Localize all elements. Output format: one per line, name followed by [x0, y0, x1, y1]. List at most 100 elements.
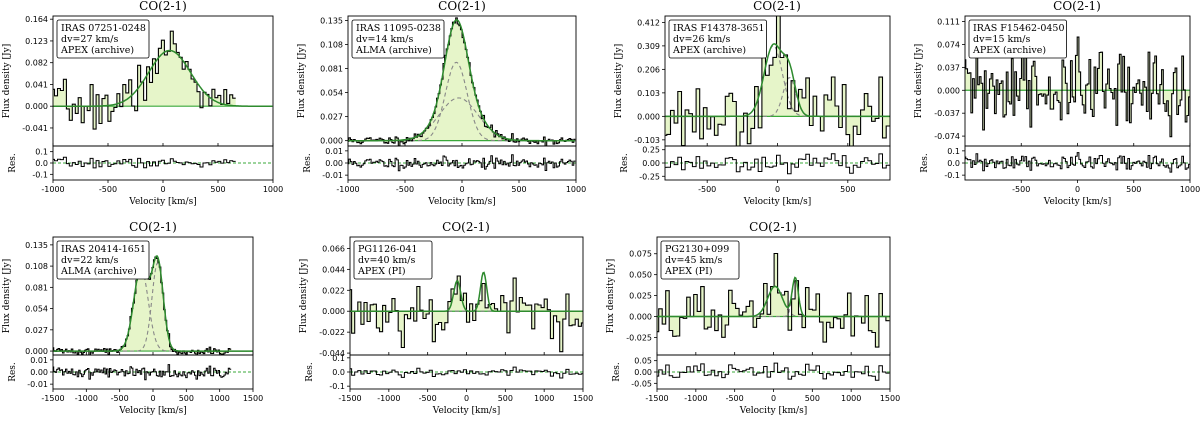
- y-tick-label: -0.025: [626, 333, 652, 342]
- fit-curve: [53, 49, 273, 107]
- y-tick-label: -0.074: [934, 132, 960, 141]
- y-axis-label: Flux density [Jy]: [299, 259, 309, 334]
- source-label-line: dv=26 km/s: [673, 34, 730, 45]
- x-tick-label: 0: [464, 394, 469, 403]
- residual-axis-label: Res.: [612, 362, 622, 382]
- residual-steps: [665, 153, 890, 175]
- res-tick-label: 0.1: [332, 354, 345, 363]
- x-tick-label: 500: [210, 185, 225, 194]
- panel-title: CO(2-1): [749, 220, 797, 234]
- source-label-line: dv=45 km/s: [665, 255, 722, 266]
- x-tick-label: 1000: [209, 394, 229, 403]
- residual-axis-label: Res.: [620, 153, 630, 173]
- y-tick-label: 0.054: [320, 89, 343, 98]
- y-axis-label: Flux density [Jy]: [297, 44, 307, 119]
- source-label-line: IRAS F14378-3651: [673, 23, 765, 34]
- x-tick-label: 1500: [880, 394, 900, 403]
- res-tick-label: 0.0: [947, 159, 960, 168]
- residual-steps: [657, 362, 890, 381]
- source-label-line: dv=14 km/s: [356, 34, 413, 45]
- spectrum-panel-1: -0.041 0.000 0.041 0.082 0.123 0.164 -0.1 0.0 0.…: [2, 0, 283, 207]
- spectrum-panel-6: -0.044 -0.022 0.000 0.022 0.044 0.066 -0.1 0.0 0…: [299, 220, 593, 416]
- source-label-line: IRAS F15462-0450: [973, 23, 1065, 34]
- fit-curve: [53, 255, 253, 352]
- y-tick-label: 0.074: [937, 40, 960, 49]
- y-tick-label: 0.027: [25, 326, 48, 335]
- residual-axis-label: Res.: [8, 153, 18, 173]
- y-tick-label: 0.037: [937, 63, 960, 72]
- panel-title: CO(2-1): [139, 0, 187, 13]
- source-label-line: IRAS 11095-0238: [356, 23, 441, 34]
- y-tick-label: 0.000: [320, 137, 343, 146]
- spectrum-fill: [348, 17, 576, 146]
- spectrum-fill: [665, 16, 890, 146]
- fit-curve: [350, 271, 583, 312]
- fit-curve: [348, 19, 576, 142]
- res-tick-label: -0.1: [944, 171, 960, 180]
- residual-axis-label: Res.: [303, 153, 313, 173]
- x-tick-label: -1500: [41, 394, 64, 403]
- x-axis-label: Velocity [km/s]: [743, 197, 811, 207]
- x-axis-label: Velocity [km/s]: [427, 197, 495, 207]
- res-tick-label: 0.01: [30, 356, 48, 365]
- y-tick-label: -0.103: [634, 136, 660, 145]
- y-tick-label: 0.066: [322, 244, 345, 253]
- source-label-line: dv=27 km/s: [61, 34, 118, 45]
- res-tick-label: 0.0: [35, 159, 48, 168]
- y-axis-label: Flux density [Jy]: [2, 259, 12, 334]
- y-tick-label: 0.103: [637, 89, 660, 98]
- res-tick-label: -0.1: [32, 170, 48, 179]
- res-tick-label: -0.25: [639, 172, 660, 181]
- residual-steps: [53, 364, 232, 381]
- x-tick-label: 1000: [534, 394, 554, 403]
- x-tick-label: 500: [1126, 185, 1141, 194]
- source-label-line: IRAS 07251-0248: [61, 23, 146, 34]
- spectrum-steps: [350, 275, 583, 353]
- source-label-line: IRAS 20414-1651: [61, 244, 146, 255]
- x-tick-label: -500: [396, 185, 414, 194]
- source-label-box: [351, 19, 445, 59]
- x-tick-label: -1000: [75, 394, 98, 403]
- x-tick-label: 1500: [243, 394, 263, 403]
- fit-curve: [657, 276, 890, 318]
- x-axis-label: Velocity [km/s]: [432, 406, 500, 416]
- res-tick-label: 0.0: [332, 368, 345, 377]
- y-tick-label: 0.000: [629, 313, 652, 322]
- source-label-line: APEX (archive): [672, 45, 746, 56]
- source-label-box: [353, 240, 433, 280]
- x-tick-label: -500: [99, 185, 117, 194]
- panel-title: CO(2-1): [1053, 0, 1101, 13]
- source-label-line: dv=15 km/s: [973, 34, 1030, 45]
- x-tick-label: 0: [150, 394, 155, 403]
- x-tick-label: 1000: [1180, 185, 1200, 194]
- residual-axis-label: Res.: [920, 153, 930, 173]
- y-axis-label: Flux density [Jy]: [606, 259, 616, 334]
- source-label-line: APEX (PI): [664, 266, 713, 277]
- spectrum-steps: [665, 16, 890, 146]
- x-tick-label: 0: [775, 185, 780, 194]
- residual-axis-label: Res.: [305, 362, 315, 382]
- residual-frame: [347, 145, 577, 181]
- res-tick-label: -0.1: [329, 382, 345, 391]
- residual-steps: [350, 366, 583, 379]
- y-tick-label: 0.044: [322, 265, 345, 274]
- res-tick-label: 0.05: [634, 357, 652, 366]
- y-tick-label: 0.135: [320, 16, 343, 25]
- x-tick-label: 0: [160, 185, 165, 194]
- source-label-line: dv=22 km/s: [61, 255, 118, 266]
- source-label-line: PG1126-041: [358, 244, 418, 255]
- x-tick-label: -1000: [41, 185, 64, 194]
- y-tick-label: 0.041: [25, 80, 48, 89]
- y-tick-label: 0.135: [25, 241, 48, 250]
- res-tick-label: 0.01: [325, 147, 343, 156]
- spectrum-panel-5: 0.0000.0270.0540.0810.1080.135-0.010.000…: [2, 220, 263, 416]
- y-tick-label: 0.054: [25, 305, 48, 314]
- x-axis-label: Velocity [km/s]: [1043, 197, 1111, 207]
- res-tick-label: 0.1: [947, 147, 960, 156]
- y-tick-label: 0.164: [25, 15, 48, 24]
- spectrum-panel-4: -0.074 -0.037 0.000 0.037 0.074 0.111 -0.1 0.0 0…: [914, 0, 1200, 207]
- source-label-line: PG2130+099: [665, 244, 729, 255]
- source-label-line: dv=40 km/s: [358, 255, 415, 266]
- x-tick-label: 500: [511, 185, 526, 194]
- x-tick-label: 500: [840, 185, 855, 194]
